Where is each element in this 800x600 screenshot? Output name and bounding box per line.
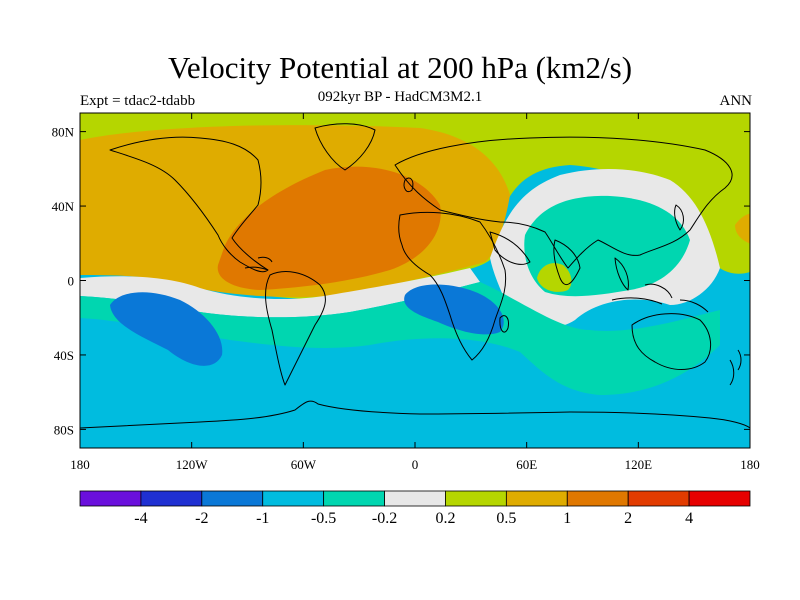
coast-uk [403, 177, 414, 193]
coast-new-zealand [729, 349, 742, 386]
x-tick-label: 180 [740, 457, 760, 472]
plot-subtitle: 092kyr BP - HadCM3M2.1 [317, 89, 483, 105]
field-blue-pacific [110, 292, 223, 366]
y-tick-label: 40N [52, 199, 75, 214]
colorbar-label: -1 [256, 510, 269, 527]
colorbar-swatch [566, 490, 629, 507]
coast-maritime-continent [611, 283, 709, 313]
colorbar-label: -0.2 [372, 510, 397, 527]
colorbar-swatch [384, 490, 446, 507]
field-gold-east [735, 213, 750, 244]
x-tick-label: 60W [291, 457, 317, 472]
colorbar-swatch [140, 490, 203, 507]
coast-japan [674, 204, 684, 231]
colorbar-swatch [79, 490, 142, 507]
coast-madagascar [499, 315, 509, 333]
colorbar-label: 1 [563, 510, 571, 527]
x-tick-label: 120W [176, 457, 209, 472]
colorbar-swatch [323, 490, 385, 507]
y-tick-label: 80S [54, 422, 74, 437]
coastlines [80, 123, 750, 429]
map-frame: 180 120W 60W 0 60E 120E 180 80N 40N 0 40S 80S [52, 112, 760, 472]
coast-eurasia [394, 136, 733, 269]
colorbar-swatch [505, 490, 568, 507]
coast-south-america [265, 271, 326, 386]
x-tick-label: 180 [70, 457, 90, 472]
colorbar-label: -4 [134, 510, 147, 527]
colorbar-swatch [627, 490, 690, 507]
colorbar-label: -0.5 [311, 510, 336, 527]
y-tick-label: 40S [54, 348, 74, 363]
colorbar-label: 0.5 [496, 510, 516, 527]
y-axis-ticks: 80N 40N 0 40S 80S [52, 125, 750, 437]
field-blue-atlantic [404, 284, 504, 335]
coast-arabia [489, 231, 531, 265]
x-tick-label: 60E [516, 457, 537, 472]
coast-southeast-asia [614, 257, 629, 291]
coast-caribbean [244, 256, 273, 271]
field-yellowgreen-africa [537, 263, 572, 292]
y-tick-label: 80N [52, 125, 75, 140]
coast-africa [398, 211, 507, 361]
y-tick-label: 0 [68, 274, 75, 289]
colorbar: -4 -2 -1 -0.5 -0.2 0.2 0.5 1 2 4 [79, 490, 751, 527]
field-teal-south [80, 282, 720, 395]
coast-greenland [314, 123, 376, 171]
x-tick-label: 0 [412, 457, 419, 472]
season-label: ANN [719, 93, 753, 109]
coast-australia [631, 313, 712, 370]
coast-antarctica [80, 400, 750, 429]
plot-title: Velocity Potential at 200 hPa (km2/s) [167, 50, 633, 85]
coast-india [553, 239, 581, 286]
colorbar-label: 0.2 [435, 510, 455, 527]
colorbar-swatch [445, 490, 507, 507]
colorbar-label: -2 [195, 510, 208, 527]
experiment-label: Expt = tdac2-tdabb [80, 93, 196, 109]
x-axis-ticks: 180 120W 60W 0 60E 120E 180 [70, 113, 760, 472]
colorbar-label: 4 [685, 510, 693, 527]
coast-north-america [109, 136, 269, 273]
colorbar-swatch [201, 490, 264, 507]
map-panel [80, 113, 750, 448]
colorbar-label: 2 [624, 510, 632, 527]
colorbar-swatch [262, 490, 325, 507]
colorbar-swatch [688, 490, 751, 507]
x-tick-label: 120E [625, 457, 653, 472]
field-orange-center [217, 166, 441, 290]
